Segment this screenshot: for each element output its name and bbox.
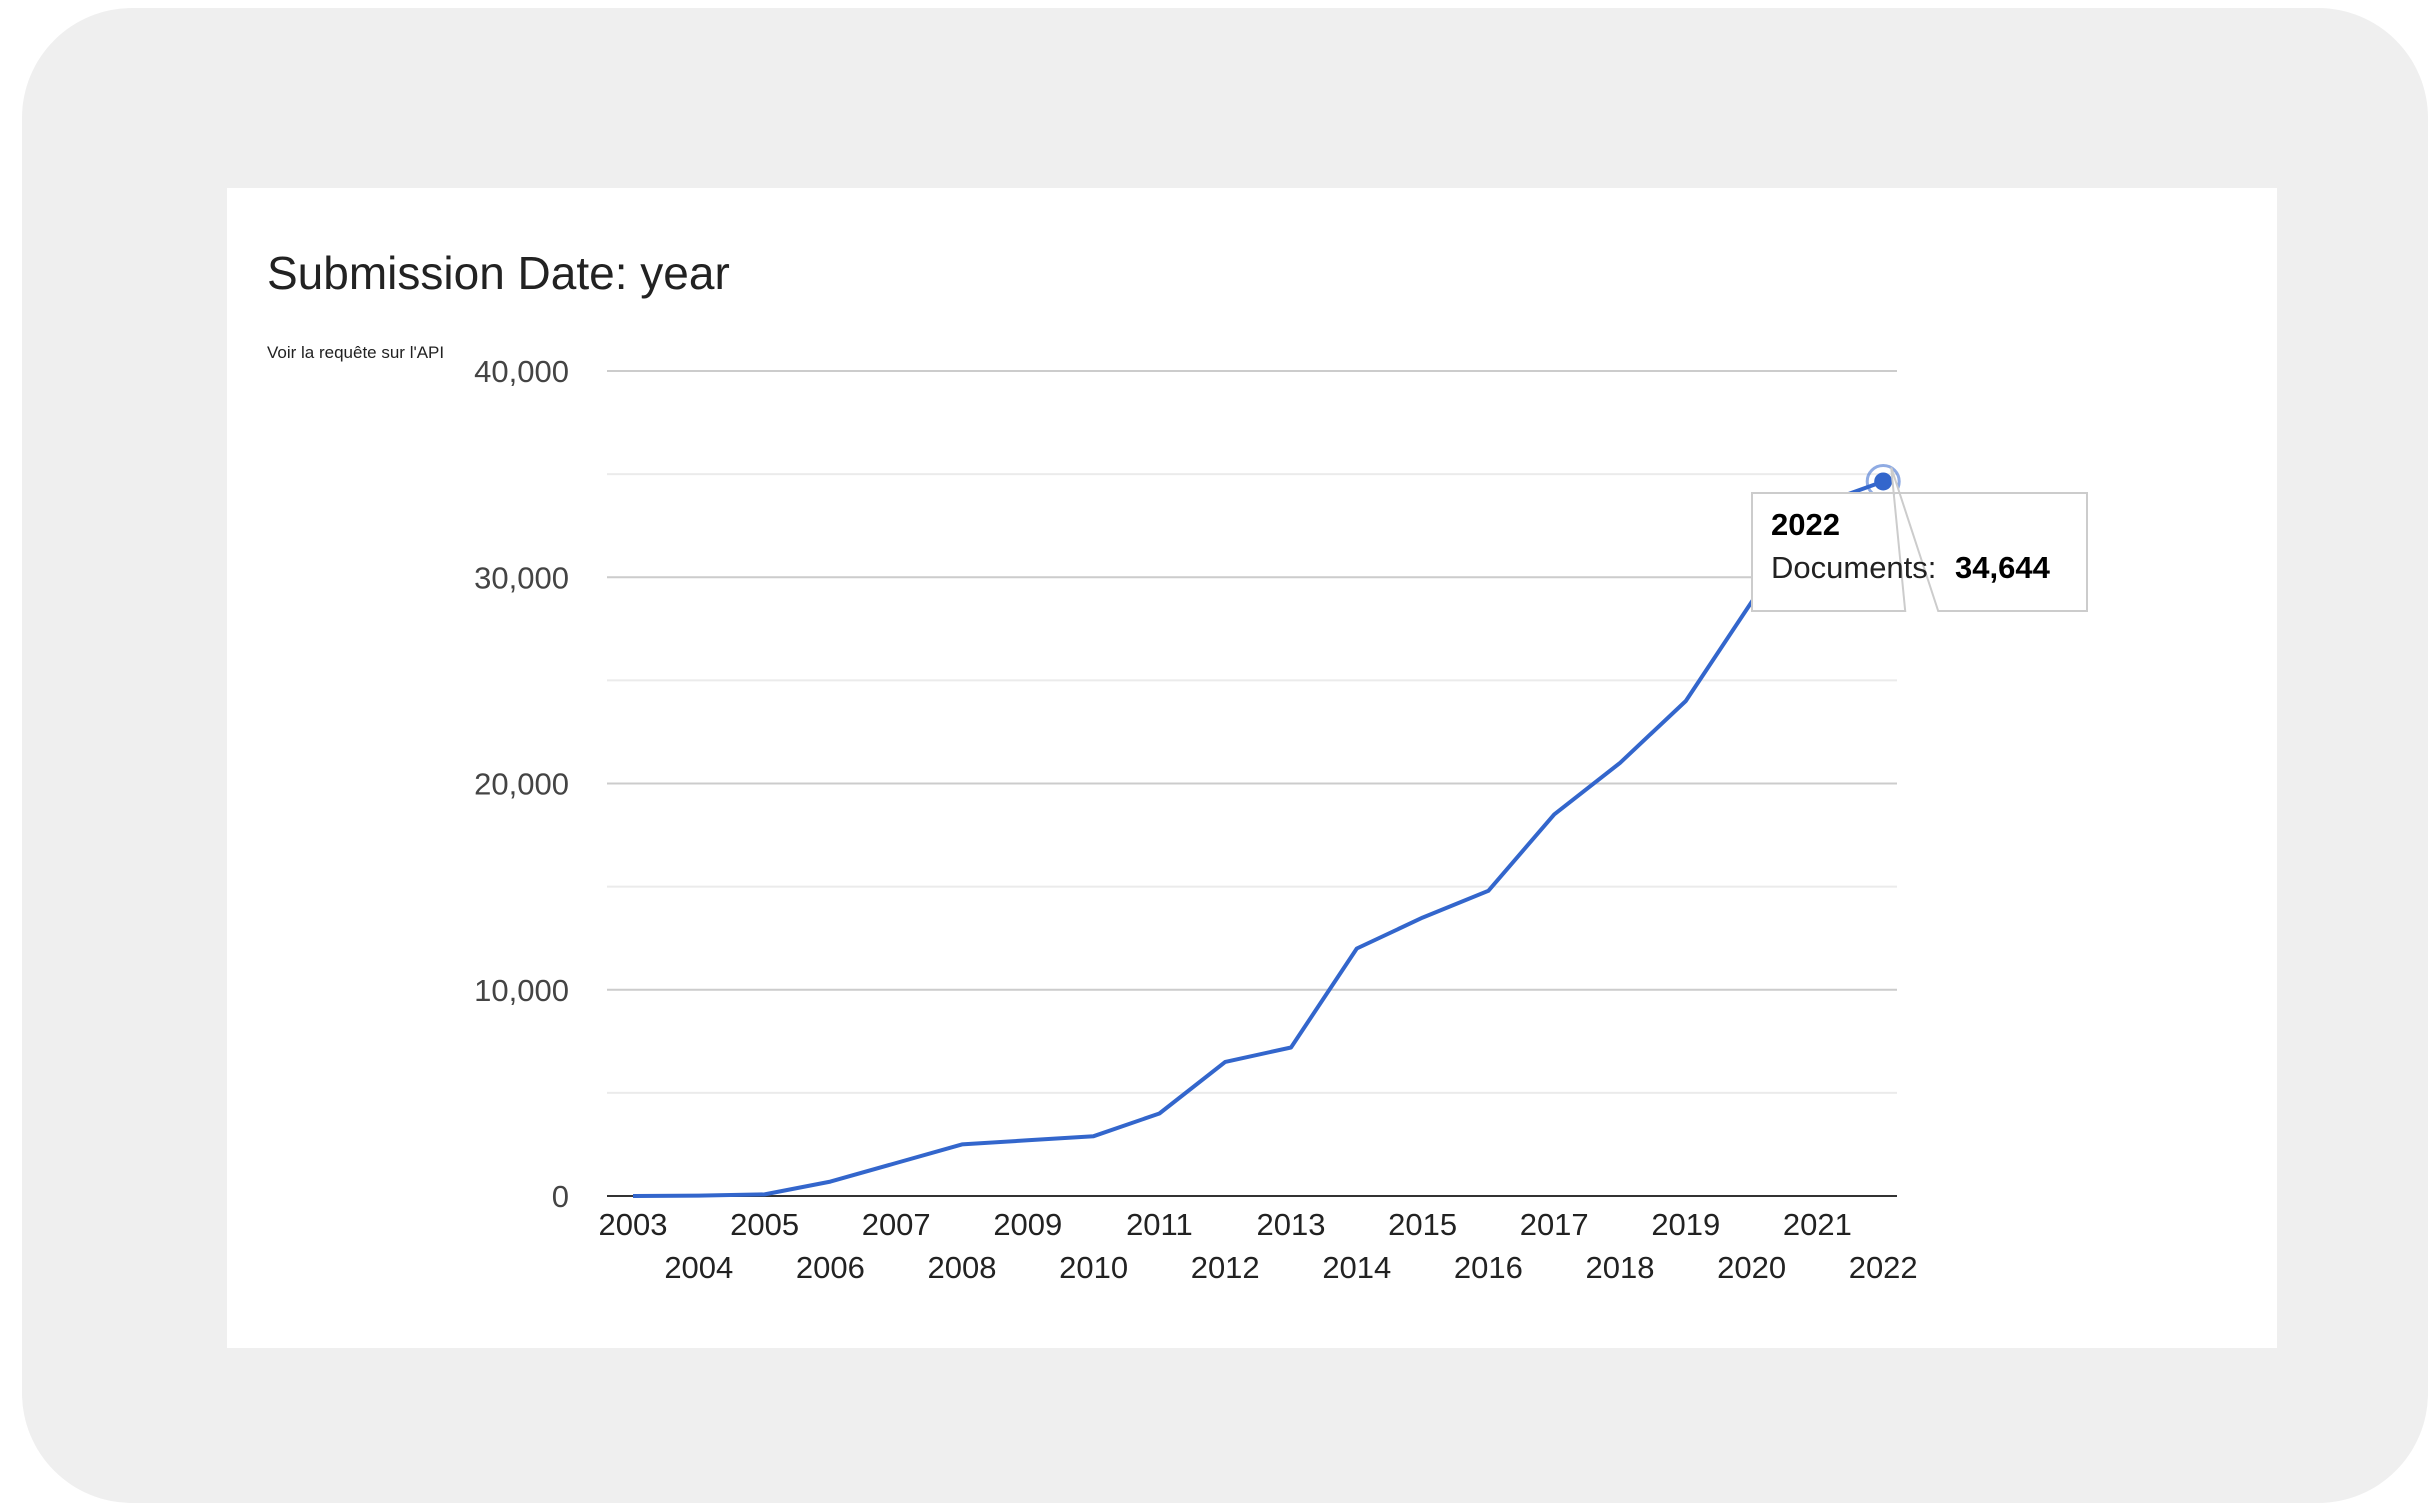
series-points xyxy=(629,463,1901,1200)
x-tick-label: 2004 xyxy=(664,1250,733,1285)
y-tick-label: 10,000 xyxy=(474,973,569,1008)
x-tick-label: 2013 xyxy=(1257,1207,1326,1242)
x-tick-label: 2016 xyxy=(1454,1250,1523,1285)
x-tick-label: 2012 xyxy=(1191,1250,1260,1285)
series-point[interactable] xyxy=(629,1192,637,1200)
tooltip-year: 2022 xyxy=(1771,507,1840,542)
chart-title: Submission Date: year xyxy=(267,247,730,299)
series-point[interactable] xyxy=(892,1159,900,1167)
y-axis-ticks: 0 10,000 20,000 30,000 40,000 xyxy=(474,354,569,1214)
x-tick-label: 2014 xyxy=(1322,1250,1391,1285)
x-axis-ticks: 2003 2004 2005 2006 2007 2008 2009 2010 2011 2012… xyxy=(599,1207,1918,1285)
x-tick-label: 2020 xyxy=(1717,1250,1786,1285)
chart-card: Submission Date: year Voir la requête su… xyxy=(227,188,2277,1348)
tooltip-value: 34,644 xyxy=(1955,550,2051,585)
series-point[interactable] xyxy=(1550,810,1558,818)
y-tick-label: 30,000 xyxy=(474,560,569,595)
api-query-link[interactable]: Voir la requête sur l'API xyxy=(267,343,445,362)
x-tick-label: 2019 xyxy=(1651,1207,1720,1242)
highlighted-point[interactable] xyxy=(1874,472,1893,491)
series-point[interactable] xyxy=(1287,1044,1295,1052)
x-tick-label: 2021 xyxy=(1783,1207,1852,1242)
tooltip-box xyxy=(1751,467,2088,612)
x-tick-label: 2005 xyxy=(730,1207,799,1242)
x-tick-label: 2010 xyxy=(1059,1250,1128,1285)
x-tick-label: 2006 xyxy=(796,1250,865,1285)
y-tick-label: 40,000 xyxy=(474,354,569,389)
x-tick-label: 2022 xyxy=(1849,1250,1918,1285)
x-tick-label: 2018 xyxy=(1586,1250,1655,1285)
y-tick-label: 0 xyxy=(552,1179,569,1214)
y-tick-label: 20,000 xyxy=(474,767,569,802)
tooltip-label: Documents: xyxy=(1771,550,1936,585)
series-point[interactable] xyxy=(1419,914,1427,922)
series-point[interactable] xyxy=(1024,1136,1032,1144)
series-point[interactable] xyxy=(1221,1058,1229,1066)
series-point[interactable] xyxy=(1090,1132,1098,1140)
series-point[interactable] xyxy=(695,1192,703,1200)
screenshot-frame: Submission Date: year Voir la requête su… xyxy=(22,8,2428,1503)
x-tick-label: 2015 xyxy=(1388,1207,1457,1242)
series-point[interactable] xyxy=(1155,1110,1163,1118)
series-point[interactable] xyxy=(1616,759,1624,767)
series-point[interactable] xyxy=(958,1140,966,1148)
series-point[interactable] xyxy=(1353,945,1361,953)
tooltip: 2022 Documents: 34,644 xyxy=(1751,467,2088,612)
minor-gridlines xyxy=(607,473,1897,1094)
x-tick-label: 2007 xyxy=(862,1207,931,1242)
series-point[interactable] xyxy=(761,1190,769,1198)
x-tick-label: 2017 xyxy=(1520,1207,1589,1242)
x-tick-label: 2011 xyxy=(1126,1207,1193,1242)
series-point[interactable] xyxy=(1484,887,1492,895)
major-gridlines xyxy=(607,370,1897,991)
series-point[interactable] xyxy=(1682,697,1690,705)
series-point[interactable] xyxy=(826,1178,834,1186)
x-tick-label: 2003 xyxy=(599,1207,668,1242)
x-tick-label: 2009 xyxy=(993,1207,1062,1242)
x-tick-label: 2008 xyxy=(928,1250,997,1285)
tooltip-row: Documents: 34,644 xyxy=(1771,550,2051,585)
series-line-documents[interactable] xyxy=(632,479,1884,1198)
